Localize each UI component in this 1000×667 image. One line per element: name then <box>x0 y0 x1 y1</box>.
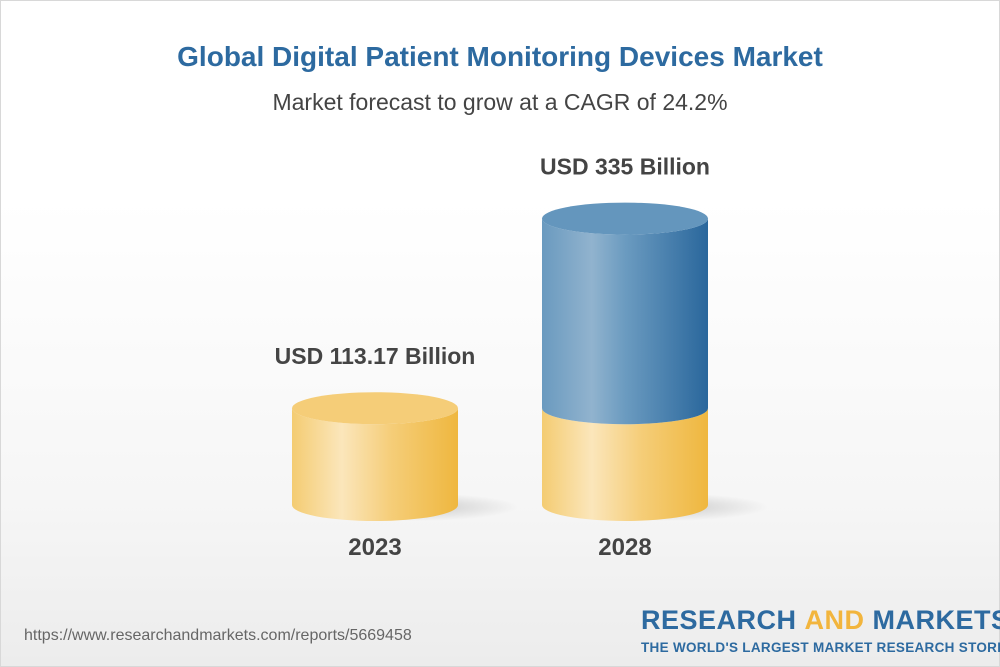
cylinder-top-2028 <box>542 202 708 235</box>
chart-title: Global Digital Patient Monitoring Device… <box>177 41 823 72</box>
brand-tagline: THE WORLD'S LARGEST MARKET RESEARCH STOR… <box>641 640 1000 655</box>
data-label: USD 335 Billion <box>540 154 710 180</box>
source-url[interactable]: https://www.researchandmarkets.com/repor… <box>24 627 412 644</box>
cylinder-growth-segment-2028 <box>542 218 708 425</box>
brand-logo-markets: MARKETS <box>864 605 1000 635</box>
brand-logo-and: AND <box>804 605 865 635</box>
cylinder-base-segment-2028 <box>542 408 708 521</box>
category-label: 2028 <box>598 534 651 561</box>
cylinder-body-2023 <box>292 408 458 521</box>
chart-subtitle: Market forecast to grow at a CAGR of 24.… <box>272 89 728 115</box>
data-label: USD 113.17 Billion <box>275 343 476 369</box>
cylinder-top-2023 <box>292 392 458 425</box>
category-label: 2023 <box>348 534 401 561</box>
brand-logo-research: RESEARCH <box>641 605 805 635</box>
